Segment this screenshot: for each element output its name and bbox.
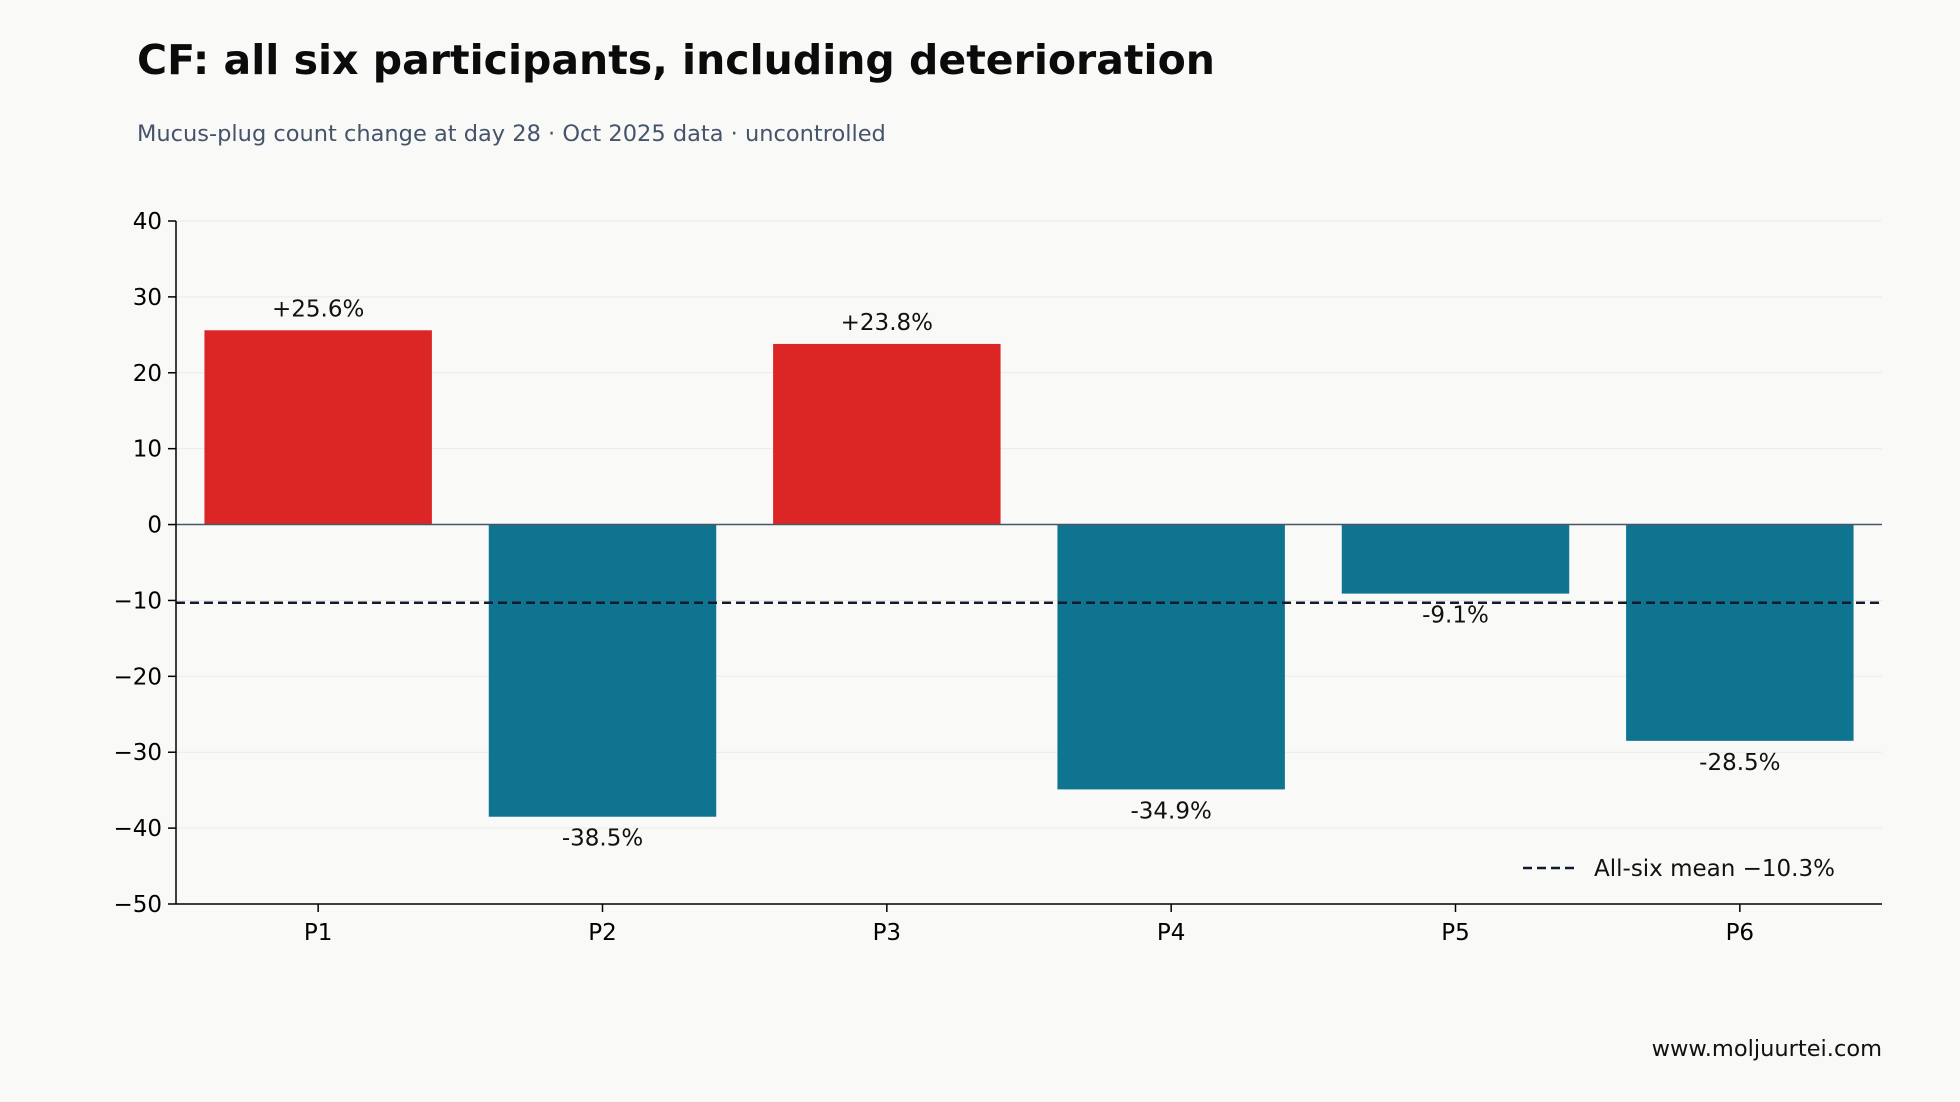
y-tick-label: 0: [147, 513, 162, 539]
y-tick-label: −20: [113, 664, 162, 690]
x-tick-label-p5: P5: [1441, 920, 1470, 946]
source-credit: www.moljuurtei.com: [1651, 1036, 1882, 1062]
x-tick-label-p4: P4: [1157, 920, 1186, 946]
axes: 40 30 20 10 0 −10 −20 −30 −40 −50 P1 P2 P3 P4 P5 P6: [113, 209, 1882, 946]
bar-p1: [204, 330, 432, 525]
x-tick-label-p1: P1: [304, 920, 333, 946]
bar-p2: [488, 524, 717, 817]
y-tick-label: −30: [113, 740, 162, 766]
x-tick-label-p3: P3: [873, 920, 902, 946]
data-labels: +25.6% -38.5% +23.8% -34.9% -9.1% -28.5%: [272, 296, 1781, 851]
data-label-p5: -9.1%: [1422, 603, 1489, 629]
legend-label: All-six mean −10.3%: [1594, 856, 1835, 882]
bar-p5: [1341, 524, 1570, 594]
y-tick-label: 40: [133, 209, 162, 235]
chart-title: CF: all six participants, including dete…: [137, 36, 1215, 84]
bar-p3: [773, 343, 1001, 525]
data-label-p3: +23.8%: [841, 310, 933, 336]
y-tick-label: −10: [113, 588, 162, 614]
legend: All-six mean −10.3%: [1523, 856, 1835, 882]
x-tick-label-p2: P2: [588, 920, 617, 946]
y-tick-label: −50: [113, 892, 162, 918]
data-label-p1: +25.6%: [272, 296, 364, 322]
data-label-p6: -28.5%: [1699, 750, 1780, 776]
chart-subtitle: Mucus-plug count change at day 28 · Oct …: [137, 121, 886, 147]
y-tick-label: 10: [133, 437, 162, 463]
x-tick-label-p6: P6: [1726, 920, 1755, 946]
bar-p6: [1626, 524, 1854, 741]
y-tick-label: −40: [113, 816, 162, 842]
y-tick-label: 30: [133, 285, 162, 311]
y-tick-label: 20: [133, 361, 162, 387]
data-label-p4: -34.9%: [1130, 798, 1211, 824]
data-label-p2: -38.5%: [562, 826, 643, 852]
bar-p4: [1057, 524, 1285, 790]
bars: [204, 330, 1854, 817]
